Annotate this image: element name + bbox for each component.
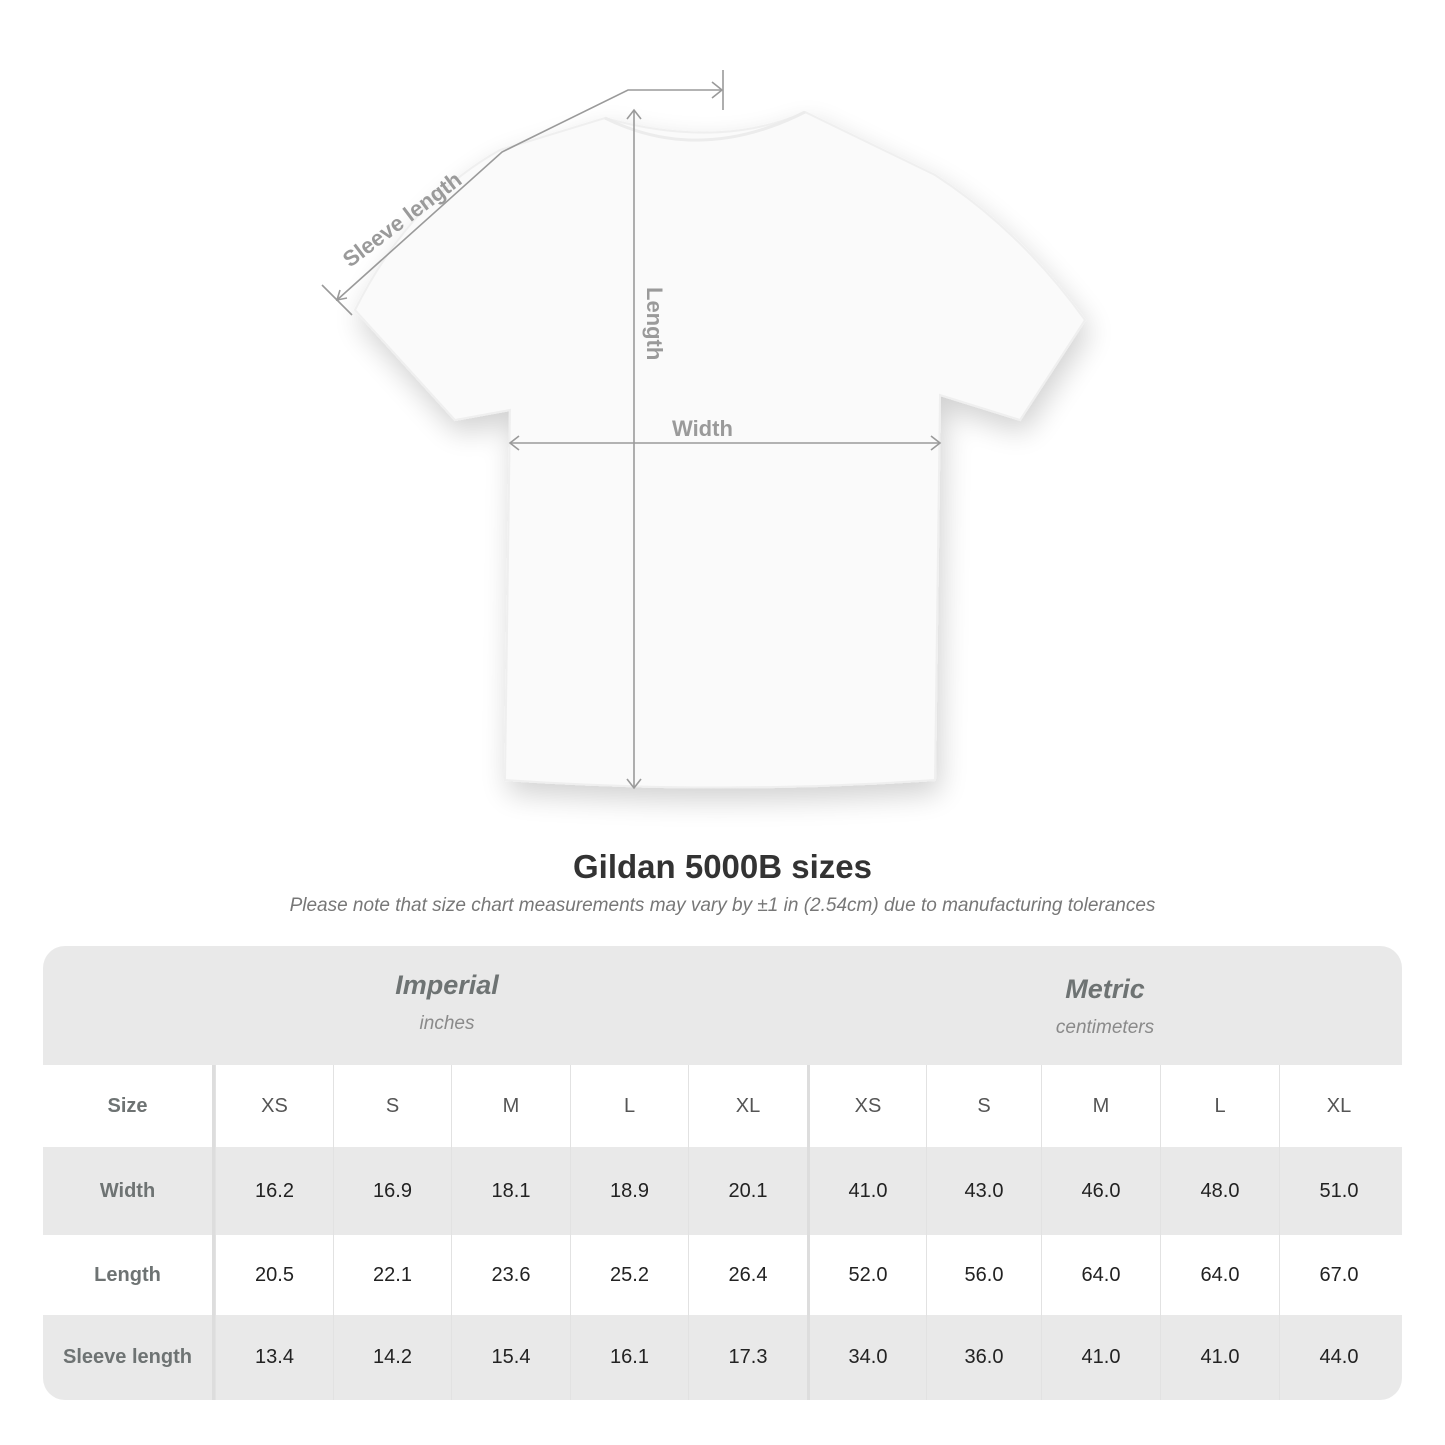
measurement-cell: 14.2 [333, 1315, 451, 1400]
sleeve-measure-line [336, 89, 722, 301]
measurement-cell: 18.9 [570, 1147, 688, 1235]
measurement-cell: 64.0 [1041, 1235, 1160, 1315]
measurement-cell: 18.1 [451, 1147, 570, 1235]
imperial-header: Imperial inches [215, 970, 679, 1035]
measurement-cell: 46.0 [1041, 1147, 1160, 1235]
size-header-cell: L [1160, 1065, 1279, 1147]
tshirt-shape [353, 110, 1087, 789]
measure-lines [321, 70, 942, 790]
size-header-cell: XL [1279, 1065, 1398, 1147]
measurement-cell: 48.0 [1160, 1147, 1279, 1235]
measurement-cell: 36.0 [926, 1315, 1041, 1400]
size-header-cell: XS [215, 1065, 333, 1147]
measurement-cell: 22.1 [333, 1235, 451, 1315]
measurement-cell: 34.0 [807, 1315, 926, 1400]
size-header-cell: L [570, 1065, 688, 1147]
measurement-cell: 16.1 [570, 1315, 688, 1400]
tshirt-diagram: Sleeve length Length Width [321, 70, 1087, 790]
measurement-cell: 16.2 [215, 1147, 333, 1235]
measurement-cell: 13.4 [215, 1315, 333, 1400]
measurement-cell: 41.0 [1041, 1315, 1160, 1400]
sleeve-length-row: Sleeve length 13.4 14.2 15.4 16.1 17.3 34.0 36.… [43, 1315, 1402, 1400]
measurement-cell: 25.2 [570, 1235, 688, 1315]
row-label: Width [43, 1147, 215, 1235]
measurement-cell: 41.0 [1160, 1315, 1279, 1400]
measurement-cell: 26.4 [688, 1235, 807, 1315]
size-header-cell: M [451, 1065, 570, 1147]
measurement-cell: 67.0 [1279, 1235, 1398, 1315]
width-label: Width [672, 416, 733, 441]
measurement-cell: 64.0 [1160, 1235, 1279, 1315]
imperial-title: Imperial [395, 970, 499, 1000]
metric-unit: centimeters [1055, 1017, 1155, 1038]
measurement-cell: 16.9 [333, 1147, 451, 1235]
measurement-cell: 52.0 [807, 1235, 926, 1315]
imperial-unit: inches [419, 1013, 475, 1034]
size-header-cell: XS [807, 1065, 926, 1147]
page-title: Gildan 5000B sizes [573, 848, 872, 885]
length-row: Length 20.5 22.1 23.6 25.2 26.4 52.0 56.0 64.0 64… [43, 1235, 1402, 1315]
measurement-cell: 51.0 [1279, 1147, 1398, 1235]
size-header-cell: S [926, 1065, 1041, 1147]
length-label: Length [642, 287, 667, 360]
measurement-cell: 17.3 [688, 1315, 807, 1400]
size-table: Imperial inches Metric centimeters Size X… [43, 946, 1402, 1400]
measurement-cell: 20.5 [215, 1235, 333, 1315]
measurement-cell: 43.0 [926, 1147, 1041, 1235]
measurement-cell: 23.6 [451, 1235, 570, 1315]
size-header-cell: S [333, 1065, 451, 1147]
row-label: Sleeve length [43, 1315, 215, 1400]
tolerance-note: Please note that size chart measurements… [289, 895, 1156, 916]
measurement-cell: 20.1 [688, 1147, 807, 1235]
table-header: Imperial inches Metric centimeters [43, 946, 1402, 1065]
measurement-cell: 15.4 [451, 1315, 570, 1400]
measurement-cell: 41.0 [807, 1147, 926, 1235]
width-row: Width 16.2 16.9 18.1 18.9 20.1 41.0 43.0 46.0 48.… [43, 1147, 1402, 1235]
size-header-cell: M [1041, 1065, 1160, 1147]
size-header-row: Size XS S M L XL XS S M L XL [43, 1065, 1402, 1147]
row-label: Size [43, 1065, 215, 1147]
row-label: Length [43, 1235, 215, 1315]
measurement-cell: 56.0 [926, 1235, 1041, 1315]
metric-header: Metric centimeters [808, 974, 1402, 1039]
metric-title: Metric [1065, 974, 1145, 1004]
size-header-cell: XL [688, 1065, 807, 1147]
measurement-cell: 44.0 [1279, 1315, 1398, 1400]
